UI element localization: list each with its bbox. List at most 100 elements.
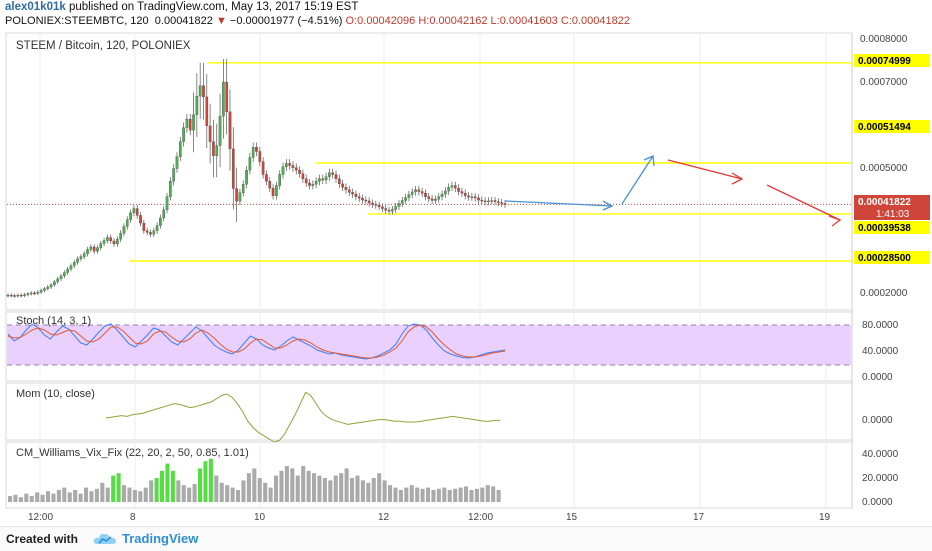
candle-body — [248, 157, 252, 171]
vix-bar — [230, 487, 235, 502]
candle-body — [215, 145, 219, 156]
vix-bar — [328, 480, 333, 502]
tradingview-cloud-icon — [93, 533, 116, 544]
candle-body — [450, 185, 454, 188]
vix-bar — [105, 487, 110, 502]
vix-bar — [246, 473, 251, 502]
candle-body — [185, 118, 189, 128]
candle-body — [175, 156, 179, 169]
vix-bar — [301, 466, 306, 502]
vix-bar — [415, 487, 420, 502]
candle-body — [258, 151, 262, 162]
red-arrow-2-head — [828, 215, 842, 227]
vix-bar — [94, 488, 99, 502]
red-arrow-2[interactable] — [766, 184, 841, 221]
vertical-grid — [39, 34, 827, 508]
candle-body — [202, 85, 205, 98]
candle-body — [288, 163, 291, 166]
vix-bar — [18, 497, 23, 502]
created-with-label: Created with — [6, 532, 79, 546]
candle-body — [261, 161, 265, 175]
candle-body — [394, 206, 397, 210]
vix-bar — [377, 473, 382, 502]
vix-title[interactable]: CM_Williams_Vix_Fix (22, 20, 2, 50, 0.85… — [16, 447, 249, 459]
candle-body — [285, 163, 288, 167]
mom-title[interactable]: Mom (10, close) — [16, 388, 95, 400]
red-arrow-1[interactable] — [667, 159, 743, 180]
candle-body — [72, 262, 76, 266]
candle-body — [251, 147, 255, 158]
vix-bar — [393, 487, 398, 502]
main-panel[interactable] — [5, 32, 853, 311]
trading-chart[interactable]: 0.0008000 0.0007000 0.0005000 0.0002000 … — [0, 0, 932, 526]
level-label: 0.00039538 — [858, 223, 911, 234]
candle-body — [487, 200, 490, 203]
candle-body — [318, 178, 321, 182]
mom-panel[interactable] — [5, 382, 853, 441]
candle-body — [89, 246, 93, 250]
candle-body — [447, 187, 450, 192]
vix-bar — [46, 491, 51, 502]
candle-body — [212, 141, 215, 156]
candle-body — [364, 199, 368, 202]
vix-tick: 0.0000 — [862, 497, 893, 508]
candle-body — [457, 187, 460, 192]
published-text: published on TradingView.com, May 13, 20… — [68, 1, 359, 13]
vix-bar — [225, 485, 230, 502]
candle-body — [387, 210, 391, 212]
time-tick: 12:00 — [468, 512, 493, 523]
candle-body — [125, 219, 129, 227]
candle-body — [165, 196, 169, 211]
vix-bar — [431, 490, 436, 502]
candle-body — [463, 193, 467, 196]
vix-bar — [40, 494, 45, 502]
candle-body — [424, 193, 427, 197]
vix-bar — [236, 490, 241, 502]
candle-body — [331, 172, 335, 175]
candle-body — [381, 206, 384, 209]
candle-body — [400, 200, 404, 204]
vix-bar — [252, 468, 257, 502]
blue-arrow-2[interactable] — [621, 155, 654, 205]
candle-body — [473, 196, 477, 199]
blue-arrow-1[interactable] — [504, 200, 613, 207]
time-axis[interactable]: 12:00 8 10 12 12:00 15 17 19 — [28, 512, 831, 523]
ohlc-low: L:0.00041603 — [490, 15, 558, 27]
candle-body — [238, 192, 242, 202]
candle-body — [106, 237, 109, 241]
stoch-title[interactable]: Stoch (14, 3, 1) — [16, 315, 92, 327]
candle-body — [19, 294, 23, 297]
candle-body — [338, 178, 341, 185]
footer: Created with TradingView — [0, 526, 932, 551]
down-triangle-icon: ▼ — [215, 15, 227, 27]
candle-body — [404, 197, 407, 201]
vix-bar — [404, 487, 409, 502]
vix-bar — [35, 492, 40, 502]
candle-body — [291, 165, 295, 168]
level-label-bg — [854, 120, 930, 133]
vix-bar — [198, 468, 203, 502]
red-arrow-1-head — [731, 172, 744, 185]
vix-bar — [295, 475, 300, 502]
projection-arrows[interactable] — [504, 155, 842, 227]
stoch-d-line — [7, 324, 506, 359]
vix-bar — [290, 468, 295, 502]
vix-bar — [187, 487, 192, 502]
price-axis[interactable]: 0.0008000 0.0007000 0.0005000 0.0002000 … — [854, 34, 930, 299]
author-name[interactable]: alex01k01k — [5, 1, 66, 13]
horizontal-levels[interactable] — [130, 62, 851, 262]
candle-body — [33, 292, 36, 295]
vix-bar — [284, 466, 289, 502]
vix-bar — [89, 491, 94, 502]
candle-body — [374, 204, 378, 206]
candle-body — [434, 199, 437, 201]
vix-bar — [154, 478, 159, 502]
candle-body — [152, 230, 156, 235]
candle-body — [6, 294, 10, 297]
main-chart-title[interactable]: STEEM / Bitcoin, 120, POLONIEX — [16, 40, 191, 52]
candle-body — [43, 288, 46, 291]
tradingview-brand[interactable]: TradingView — [122, 531, 199, 546]
candle-body — [192, 114, 195, 131]
vix-bar — [56, 490, 61, 502]
vix-bar — [426, 487, 431, 502]
